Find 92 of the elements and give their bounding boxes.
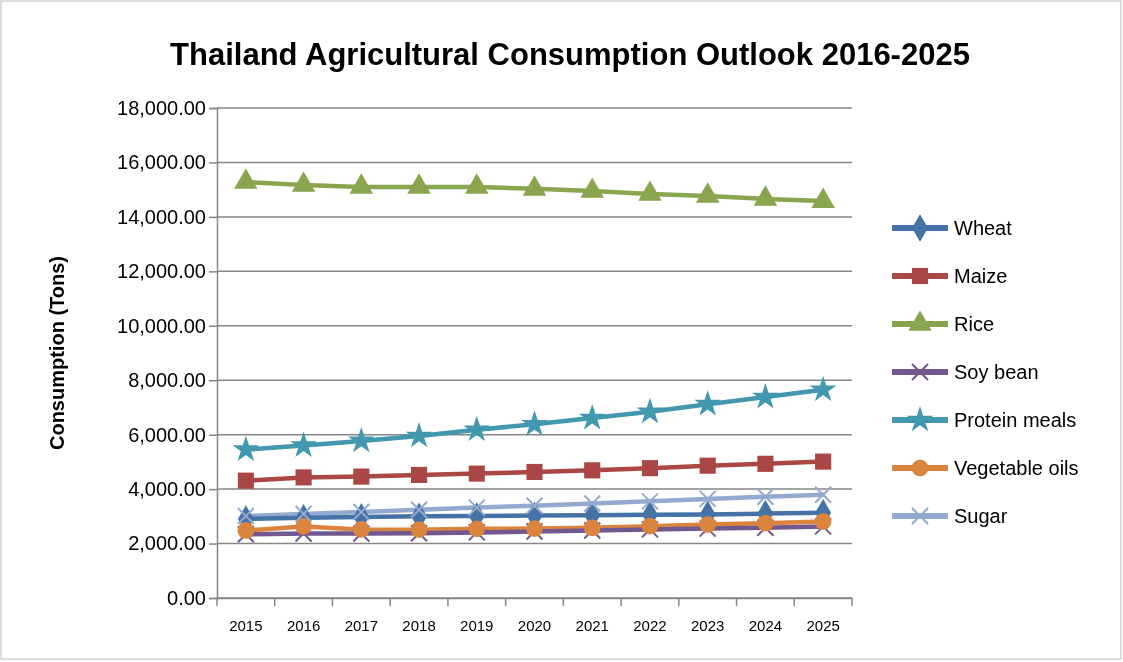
point (463, 415, 491, 442)
y-tick-label: 18,000.00 (117, 96, 206, 119)
legend-label: Rice (954, 313, 995, 335)
x-tick-label: 2016 (286, 617, 321, 634)
point (640, 492, 659, 511)
x-tick-label: 2021 (575, 617, 609, 634)
point (583, 494, 602, 513)
x-tick-label: 2023 (690, 617, 725, 634)
point (526, 463, 543, 481)
point (584, 462, 601, 479)
point (580, 177, 604, 198)
point (578, 404, 606, 430)
point (814, 485, 833, 504)
point (234, 168, 258, 189)
point (410, 521, 428, 539)
point (352, 524, 371, 543)
point (467, 498, 486, 517)
x-tick-label: 2025 (806, 617, 840, 634)
point (699, 516, 717, 533)
point (236, 525, 255, 544)
point (521, 410, 548, 436)
point (756, 487, 775, 506)
point (811, 187, 835, 208)
x-tick-label: 2018 (402, 617, 436, 634)
point (636, 397, 664, 424)
point (815, 453, 832, 470)
point (236, 507, 255, 526)
y-tick-label: 0.00 (167, 586, 206, 609)
point (698, 519, 717, 538)
point (638, 180, 662, 201)
legend-label: Wheat (954, 217, 1013, 239)
y-tick-label: 14,000.00 (117, 205, 206, 228)
legend-label: Soy bean (954, 361, 1039, 383)
legend-label: Vegetable oils (954, 457, 1079, 479)
point (353, 468, 370, 485)
y-tick-label: 8,000.00 (128, 369, 206, 392)
point (753, 185, 778, 206)
point (814, 513, 832, 530)
point (237, 472, 254, 489)
x-tick-label: 2015 (229, 617, 263, 634)
chart-title: Thailand Agricultural Consumption Outlook 2016-2025 (170, 37, 970, 72)
point (468, 520, 486, 538)
point (752, 383, 779, 409)
point (699, 457, 716, 474)
y-tick-label: 10,000.00 (117, 314, 206, 337)
point (232, 435, 260, 461)
point (237, 522, 255, 539)
x-tick-label: 2019 (460, 617, 494, 634)
point (294, 504, 313, 523)
point (465, 173, 489, 194)
point (295, 469, 312, 486)
point (695, 182, 720, 203)
point (641, 517, 659, 535)
point (526, 520, 543, 537)
x-tick-label: 2024 (748, 617, 783, 634)
point (694, 390, 721, 416)
point (756, 518, 775, 537)
y-tick-label: 2,000.00 (128, 532, 206, 555)
point (809, 375, 837, 402)
point (410, 524, 429, 543)
point (410, 466, 428, 484)
point (468, 465, 485, 482)
point (348, 426, 375, 453)
y-axis-title: Consumption (Tons) (46, 255, 68, 451)
point (522, 175, 547, 196)
point (349, 173, 374, 194)
point (407, 173, 431, 194)
point (295, 518, 312, 535)
point (290, 431, 317, 457)
x-tick-label: 2020 (517, 617, 552, 634)
point (698, 489, 717, 508)
point (525, 496, 544, 515)
point (640, 520, 659, 539)
point (405, 422, 433, 448)
y-tick-label: 6,000.00 (128, 423, 206, 446)
legend-label: Sugar (954, 505, 1008, 527)
point (757, 455, 774, 472)
x-tick-label: 2022 (633, 617, 667, 634)
y-tick-label: 4,000.00 (128, 478, 206, 501)
point (410, 500, 429, 519)
y-tick-label: 16,000.00 (117, 151, 206, 174)
point (757, 514, 774, 532)
legend-label: Maize (954, 265, 1008, 287)
point (525, 522, 544, 541)
point (467, 523, 486, 542)
point (352, 521, 370, 538)
point (352, 502, 371, 521)
legend-label: Protein meals (954, 409, 1077, 431)
y-tick-label: 12,000.00 (117, 260, 206, 283)
point (291, 171, 316, 192)
x-tick-label: 2017 (344, 617, 379, 634)
point (641, 460, 659, 477)
